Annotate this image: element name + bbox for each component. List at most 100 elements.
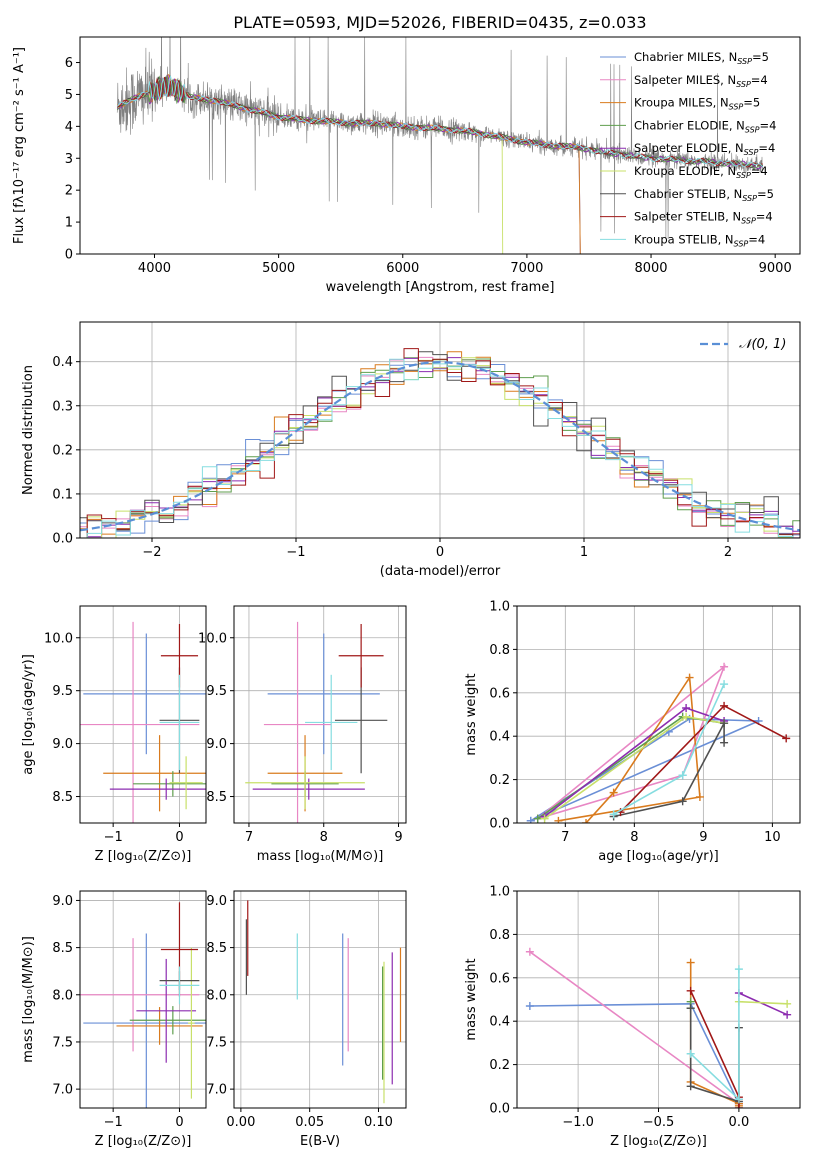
legend-subscript: SSP: [736, 171, 751, 180]
y-tick-label: 1: [65, 216, 73, 231]
y-axis-label: age [log₁₀(age/yr)]: [21, 654, 36, 775]
y-tick-label: 5: [65, 88, 73, 103]
legend-value: =4: [756, 210, 773, 224]
x-tick-label: 5000: [262, 261, 295, 276]
x-tick-label: 0: [175, 830, 183, 845]
legend-label: Salpeter MILES, NSSP=4: [634, 73, 768, 89]
y-tick-label: 0.0: [489, 817, 510, 832]
y-tick-label: 2: [65, 184, 73, 199]
axes-frame: [79, 321, 801, 539]
legend-value: =4: [758, 141, 775, 155]
weight-marker-salpeter_stelib: [720, 701, 729, 710]
legend-text: Salpeter MILES, N: [634, 73, 736, 87]
x-tick-label: −2: [142, 545, 161, 560]
x-tick-label: 8: [630, 830, 638, 845]
figure-title: PLATE=0593, MJD=52026, FIBERID=0435, z=0…: [233, 13, 646, 32]
x-tick-label: −1: [104, 1115, 123, 1130]
weight-marker-chabrier_stelib: [720, 738, 729, 747]
legend-text: Kroupa STELIB, N: [634, 232, 734, 246]
age_vs_mass-panel: 7 8 9 8.5 9.0 9.5 10.0 mass [log₁₀(M/M⊙)]: [198, 605, 407, 864]
y-tick-label: 0.6: [489, 971, 510, 986]
x-tick-label: 9000: [759, 261, 792, 276]
y-tick-label: 10.0: [44, 631, 73, 646]
y-tick-label: 0.0: [489, 1102, 510, 1117]
y-tick-label: 0.4: [489, 1015, 510, 1030]
y-axis-label: mass weight: [464, 673, 479, 755]
mass_vs_Z-panel: −1 0 7.0 7.5 8.0 8.5 9.0 Z [log₁₀(Z/Z⊙)] mass [l…: [21, 890, 207, 1149]
legend-subscript: SSP: [745, 125, 760, 134]
legend-subscript: SSP: [741, 217, 756, 226]
y-tick-label: 0.8: [489, 643, 510, 658]
x-tick-label: 10: [764, 830, 781, 845]
x-axis-label: E(B-V): [300, 1134, 340, 1149]
weight-marker-salpeter_miles: [720, 662, 729, 671]
legend-label: Kroupa STELIB, NSSP=4: [634, 232, 765, 248]
x-tick-label: 9: [699, 830, 707, 845]
weight-marker-chabrier_stelib: [686, 1082, 695, 1091]
legend-label: Chabrier STELIB, NSSP=5: [634, 187, 774, 203]
histogram-salpeter_stelib: [80, 348, 800, 538]
legend-subscript: SSP: [737, 57, 752, 66]
legend-subscript: SSP: [742, 194, 757, 203]
y-tick-label: 8.0: [52, 988, 73, 1003]
y-tick-label: 4: [65, 120, 73, 135]
weight-line-chabrier_stelib: [613, 722, 725, 818]
weight-marker-chabrier_miles: [525, 1002, 534, 1011]
y-tick-label: 8.5: [206, 790, 227, 805]
x-tick-label: 6000: [386, 261, 419, 276]
legend-value: =4: [748, 232, 765, 246]
legend-text: Salpeter STELIB, N: [634, 210, 741, 224]
weight-marker-kroupa_elodie: [783, 999, 792, 1008]
spectrum-panel: 4000 5000 6000 7000 8000 9000 0 1 2 3 4 5 6 wavelengt…: [12, 36, 801, 295]
x-tick-label: 8: [320, 830, 328, 845]
y-tick-label: 9.5: [52, 684, 73, 699]
y-tick-label: 0.2: [489, 773, 510, 788]
legend-label: Kroupa ELODIE, NSSP=4: [634, 164, 768, 180]
y-tick-label: 7.0: [206, 1083, 227, 1098]
x-axis-label: age [log₁₀(age/yr)]: [598, 849, 719, 864]
age_vs_Z-panel: −1 0 8.5 9.0 9.5 10.0 Z [log₁₀(Z/Z⊙)] age [log₁…: [21, 605, 207, 864]
legend-label: Kroupa MILES, NSSP=5: [634, 96, 760, 112]
y-tick-label: 1.0: [489, 600, 510, 615]
y-tick-label: 8.5: [206, 941, 227, 956]
model-spectrum-chabrier_stelib: [116, 76, 763, 169]
mass_vs_Z-plot-area: [80, 902, 206, 1108]
x-tick-label: 0: [175, 1115, 183, 1130]
mass_vs_ebv-plot-area: [245, 900, 402, 1104]
y-tick-label: 0: [65, 248, 73, 263]
weight-marker-kroupa_miles: [686, 958, 695, 967]
legend-value: =5: [743, 96, 760, 110]
y-tick-label: 6: [65, 56, 73, 71]
x-tick-label: 0.00: [226, 1115, 255, 1130]
x-tick-label: 1: [580, 545, 588, 560]
weight-marker-salpeter_elodie: [783, 1010, 792, 1019]
weight-marker-chabrier_stelib: [720, 719, 729, 728]
weight-line-kroupa_elodie: [738, 1000, 788, 1005]
x-tick-label: 7: [561, 830, 569, 845]
y-tick-label: 10.0: [198, 631, 227, 646]
weight-marker-salpeter_elodie: [682, 703, 691, 712]
weight-marker-kroupa_stelib: [734, 1095, 743, 1104]
legend-subscript: SSP: [734, 239, 749, 248]
y-tick-label: 7.0: [52, 1083, 73, 1098]
legend-subscript: SSP: [729, 103, 744, 112]
legend-text: Salpeter ELODIE, N: [634, 141, 744, 155]
histogram-chabrier_stelib: [80, 351, 800, 538]
x-tick-label: 8000: [634, 261, 667, 276]
y-tick-label: 0.0: [52, 532, 73, 547]
x-axis-label: (data-model)/error: [380, 564, 501, 579]
legend-value: =4: [760, 118, 777, 132]
x-axis-label: wavelength [Angstrom, rest frame]: [326, 280, 555, 295]
weight-line-kroupa_stelib: [613, 683, 725, 815]
weight-marker-chabrier_elodie: [533, 814, 542, 823]
x-tick-label: −0.5: [643, 1115, 675, 1130]
weight-marker-kroupa_miles: [582, 819, 591, 823]
legend-value: =4: [751, 73, 768, 87]
y-tick-label: 8.5: [52, 790, 73, 805]
weight-marker-salpeter_stelib: [686, 986, 695, 995]
weight-marker-salpeter_stelib: [734, 1104, 743, 1108]
y-tick-label: 3: [65, 152, 73, 167]
spectrum-plot-area: [116, 37, 764, 254]
